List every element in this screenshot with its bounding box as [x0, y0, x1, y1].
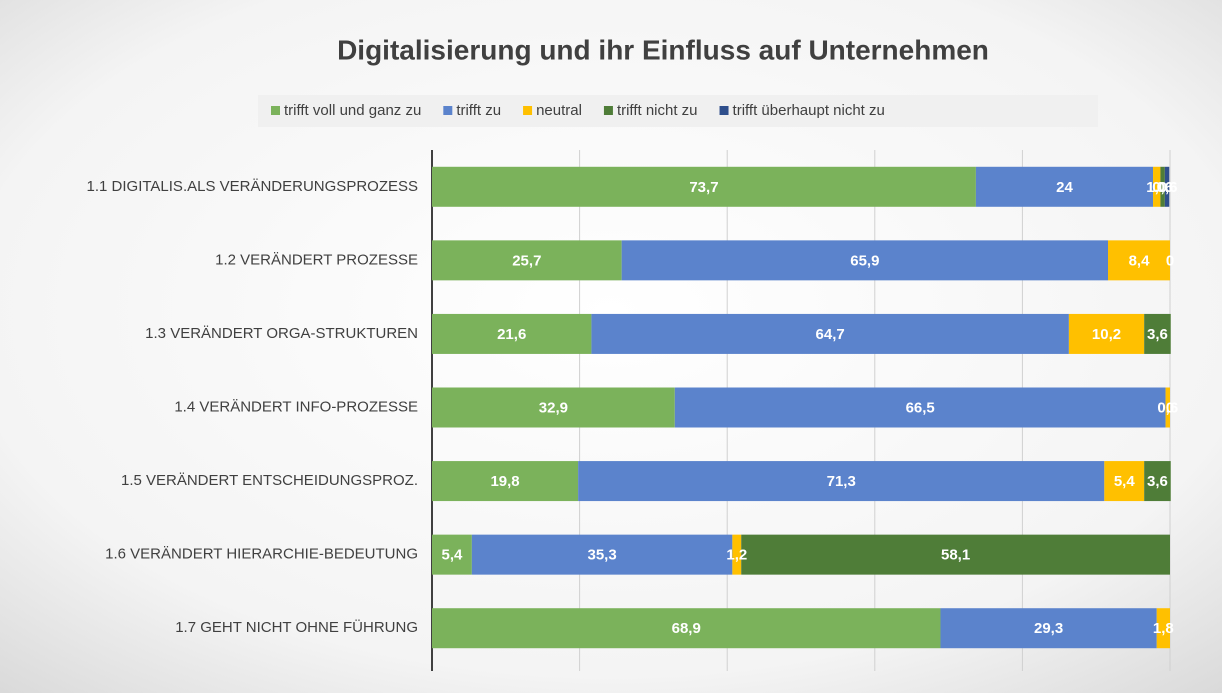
data-label: 3,6: [1147, 473, 1168, 490]
data-label: 8,4: [1129, 252, 1151, 269]
data-label: 21,6: [497, 326, 526, 343]
category-label: 1.5 VERÄNDERT ENTSCHEIDUNGSPROZ.: [121, 472, 418, 489]
bar-segment: [1068, 313, 1145, 354]
data-label: 66,5: [906, 399, 935, 416]
data-label: 0,6: [1157, 399, 1178, 416]
category-label: 1.7 GEHT NICHT OHNE FÜHRUNG: [175, 618, 418, 636]
data-label: 1,2: [726, 547, 747, 564]
legend-swatch: [603, 106, 613, 115]
bar-segment: [674, 387, 1166, 428]
data-label: 24: [1056, 179, 1073, 196]
bar-segment: [732, 534, 742, 575]
data-label: 5,4: [1114, 473, 1136, 490]
bar-segment: [432, 313, 592, 354]
bar-segment: [432, 608, 941, 649]
data-label: 58,1: [941, 547, 970, 564]
legend-label: trifft überhaupt nicht zu: [733, 102, 885, 119]
bar-segment: [471, 534, 733, 575]
bar-segment: [1104, 461, 1145, 502]
category-label: 1.2 VERÄNDERT PROZESSE: [215, 251, 418, 268]
bar-segment: [578, 461, 1105, 502]
data-label: 71,3: [827, 473, 856, 490]
category-label: 1.1 DIGITALIS.ALS VERÄNDERUNGSPROZESS: [87, 178, 418, 195]
legend-swatch: [719, 106, 729, 115]
data-label: 1,0: [1146, 179, 1167, 196]
legend-swatch: [271, 106, 280, 115]
bar-segment: [1144, 313, 1171, 354]
data-label: 1,8: [1153, 620, 1174, 637]
data-label: 32,9: [539, 399, 568, 416]
legend-swatch: [443, 106, 453, 115]
legend-label: neutral: [536, 102, 582, 119]
data-label: 10,2: [1092, 326, 1121, 343]
data-label: 35,3: [588, 547, 617, 564]
data-label: 3,6: [1147, 326, 1168, 343]
data-label: 64,7: [816, 326, 845, 343]
bar-segment: [432, 387, 675, 428]
legend-label: trifft nicht zu: [617, 102, 698, 119]
bar-segment: [621, 240, 1109, 281]
bar-segment: [591, 313, 1069, 354]
data-label: 0: [1166, 252, 1174, 269]
bar-segment: [432, 461, 579, 502]
bar-segment: [1164, 166, 1170, 207]
bar-segment: [1165, 387, 1170, 428]
data-label: 0,6: [1152, 179, 1173, 196]
bar-segment: [1160, 166, 1165, 207]
bar-segment: [1153, 166, 1161, 207]
data-label: 19,8: [490, 473, 519, 490]
data-label: 5,4: [441, 547, 463, 564]
data-label: 73,7: [689, 179, 718, 196]
bar-segment: [432, 166, 976, 207]
category-label: 1.3 VERÄNDERT ORGA-STRUKTUREN: [145, 325, 418, 342]
data-label: 29,3: [1034, 620, 1063, 637]
bar-segment: [940, 608, 1157, 649]
data-label: 25,7: [512, 252, 541, 269]
data-label: 0: [1166, 399, 1174, 416]
chart-title: Digitalisierung und ihr Einfluss auf Unt…: [337, 34, 989, 65]
legend-label: trifft voll und ganz zu: [284, 102, 421, 119]
bar-segment: [1144, 461, 1171, 502]
category-label: 1.4 VERÄNDERT INFO-PROZESSE: [174, 398, 418, 415]
bar-segment: [975, 166, 1154, 207]
legend-label: trifft zu: [456, 102, 501, 119]
data-label: 68,9: [672, 620, 701, 637]
bar-segment: [1156, 608, 1170, 649]
data-label: 65,9: [850, 252, 879, 269]
legend-box: [258, 95, 1098, 127]
bar-segment: [1108, 240, 1170, 281]
legend-swatch: [523, 106, 533, 115]
bar-segment: [432, 240, 622, 281]
data-label: 0,6: [1157, 179, 1178, 196]
bar-segment: [741, 534, 1170, 575]
bar-segment: [432, 534, 472, 575]
category-label: 1.6 VERÄNDERT HIERARCHIE-BEDEUTUNG: [105, 546, 418, 563]
